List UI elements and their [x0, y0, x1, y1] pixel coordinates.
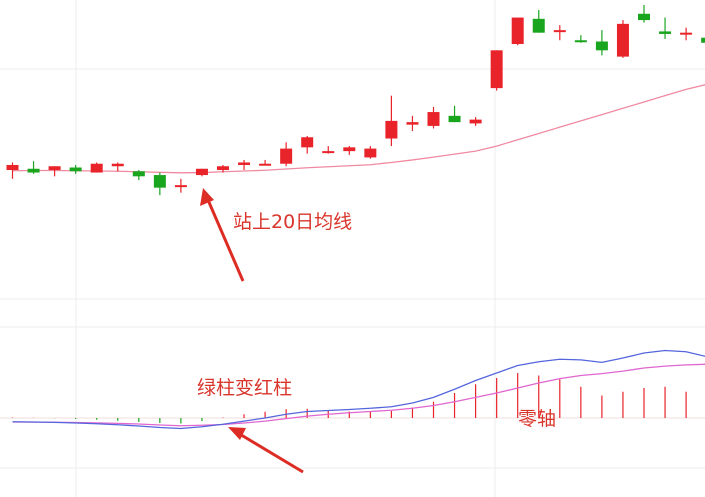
- candle-body: [69, 167, 82, 172]
- candle-body: [259, 163, 272, 166]
- arrow-ma-breakout: [203, 192, 245, 282]
- annotation-text-green-to-red: 绿柱变红柱: [197, 377, 292, 399]
- annotation-ma-breakout: 站上20日均线: [200, 188, 352, 282]
- candle-body: [701, 37, 705, 43]
- candle-body: [174, 185, 187, 188]
- candle-body: [217, 166, 229, 171]
- macd-lines: [12, 349, 705, 430]
- candle-body: [532, 18, 545, 33]
- arrow-green-to-red: [232, 428, 304, 474]
- candle-body: [27, 168, 40, 173]
- candle-body: [427, 112, 440, 126]
- annotation-green-to-red: 绿柱变红柱: [197, 377, 304, 474]
- candle-body: [111, 163, 124, 167]
- candle-body: [153, 175, 166, 188]
- zero-axis-label: 零轴: [518, 408, 556, 430]
- candle-body: [406, 122, 419, 125]
- candle-body: [132, 171, 145, 177]
- candle-body: [511, 17, 524, 45]
- macd-histogram: [0, 373, 705, 424]
- candle-body: [553, 30, 566, 33]
- candle-body: [90, 163, 103, 173]
- candle-body: [364, 148, 377, 158]
- candlestick-series: [6, 4, 705, 196]
- arrowhead-green-to-red: [228, 427, 246, 440]
- candle-body: [343, 147, 356, 152]
- dif-line: [12, 349, 705, 430]
- candle-body: [385, 120, 398, 139]
- candle-body: [659, 31, 672, 34]
- dea-line: [12, 363, 705, 427]
- candle-body: [574, 40, 587, 43]
- candle-body: [195, 168, 208, 176]
- candle-body: [490, 50, 503, 89]
- candle-body: [301, 137, 314, 148]
- arrowhead-ma-breakout: [200, 188, 214, 206]
- candle-body: [322, 151, 335, 154]
- candle-body: [616, 23, 629, 57]
- candle-body: [595, 41, 608, 51]
- annotation-text-ma-breakout: 站上20日均线: [233, 211, 352, 233]
- ma20-polyline: [12, 84, 705, 174]
- candle-body: [469, 119, 482, 124]
- candle-body: [280, 148, 293, 164]
- candle-body: [48, 166, 61, 171]
- candle-body: [6, 164, 19, 171]
- candle-body: [448, 115, 461, 123]
- candle-body: [638, 13, 650, 21]
- candle-body: [680, 32, 693, 35]
- ma20-line: [12, 84, 705, 174]
- candle-body: [238, 162, 251, 165]
